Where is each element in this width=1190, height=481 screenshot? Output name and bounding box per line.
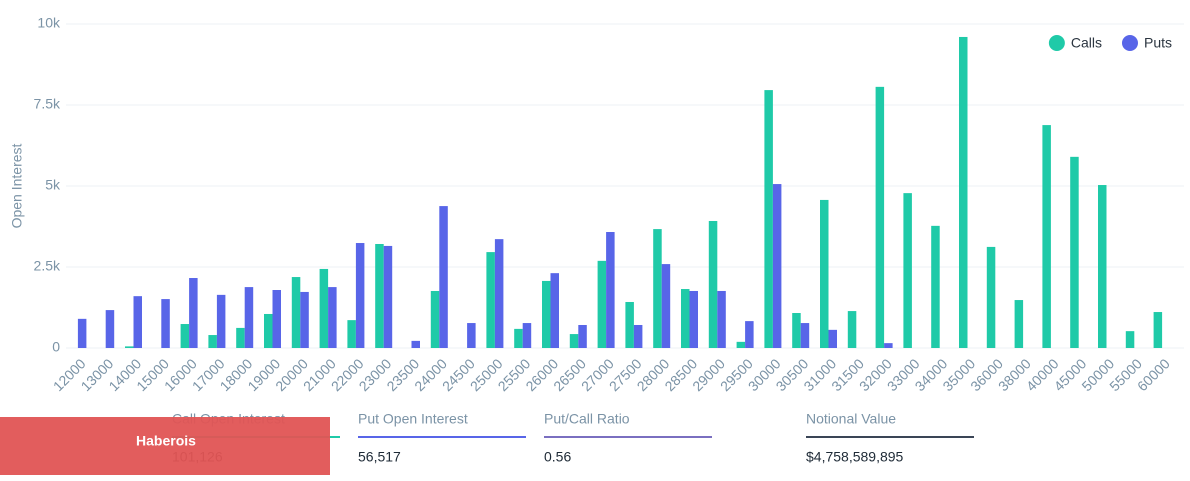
bar [764, 90, 773, 348]
bar [272, 290, 281, 348]
bar [189, 278, 198, 348]
stat-label: Notional Value [806, 411, 896, 427]
bar [661, 264, 671, 348]
bar [606, 232, 615, 348]
bar [161, 299, 170, 348]
bar [633, 324, 643, 348]
legend-label: Puts [1144, 35, 1172, 51]
stat-value: 56,517 [358, 449, 401, 465]
bar [439, 206, 448, 348]
bar [1125, 331, 1135, 348]
bar [264, 313, 273, 348]
bar [903, 193, 912, 348]
bar [847, 311, 857, 348]
bar [542, 280, 551, 348]
bar [467, 323, 476, 348]
bar [792, 313, 801, 348]
bar [745, 321, 754, 348]
bar [1098, 185, 1107, 348]
bar [355, 243, 365, 348]
bar [411, 340, 420, 348]
stat-value: $4,758,589,895 [806, 449, 904, 465]
y-tick-label: 0 [52, 339, 60, 355]
y-axis-label: Open Interest [9, 143, 25, 228]
bar [1014, 300, 1024, 348]
bar [717, 290, 726, 348]
bar [300, 291, 309, 348]
bar [550, 273, 559, 348]
legend-swatch [1121, 35, 1138, 51]
bar [291, 277, 301, 348]
bar [736, 341, 746, 348]
bar [328, 287, 337, 348]
bar [486, 252, 495, 348]
bar [772, 184, 782, 348]
stat-value: 0.56 [544, 449, 571, 465]
stat-label: Put/Call Ratio [544, 411, 630, 427]
banner-text: Haberois [136, 433, 196, 449]
bar [494, 239, 504, 348]
y-tick-label: 10k [37, 15, 61, 31]
bar [884, 343, 893, 348]
y-tick-label: 7.5k [34, 96, 61, 112]
bar [820, 199, 829, 348]
bar [1042, 125, 1051, 348]
banner [0, 417, 330, 475]
legend-swatch [1048, 35, 1065, 51]
bar [77, 318, 87, 348]
bar [597, 260, 607, 348]
bar [514, 328, 523, 348]
y-tick-label: 2.5k [34, 258, 61, 274]
bar [216, 294, 226, 348]
bar [244, 287, 254, 348]
bar [625, 301, 634, 348]
legend-label: Calls [1071, 35, 1102, 51]
bar [430, 290, 440, 348]
bar [180, 324, 190, 348]
bar [125, 346, 134, 348]
bar [208, 335, 217, 348]
bar [578, 324, 587, 348]
bar [1153, 312, 1163, 348]
bar [681, 289, 690, 348]
bar [522, 323, 532, 348]
bar [319, 268, 329, 348]
bar [800, 323, 810, 348]
bar [236, 327, 245, 348]
bar [347, 320, 356, 348]
bar [653, 229, 662, 348]
bar [931, 225, 940, 348]
bar [105, 310, 115, 348]
bar [1070, 156, 1079, 348]
y-tick-label: 5k [45, 177, 61, 193]
bar [708, 220, 718, 348]
bar [875, 86, 885, 348]
bar [375, 243, 384, 348]
bar [828, 329, 837, 348]
bar [959, 36, 968, 349]
x-tick-label: 60000 [1134, 355, 1173, 394]
bar [133, 296, 142, 348]
bar [689, 290, 698, 348]
bar [383, 245, 393, 348]
bar [569, 334, 579, 348]
stat-label: Put Open Interest [358, 411, 468, 427]
bar [986, 246, 996, 348]
